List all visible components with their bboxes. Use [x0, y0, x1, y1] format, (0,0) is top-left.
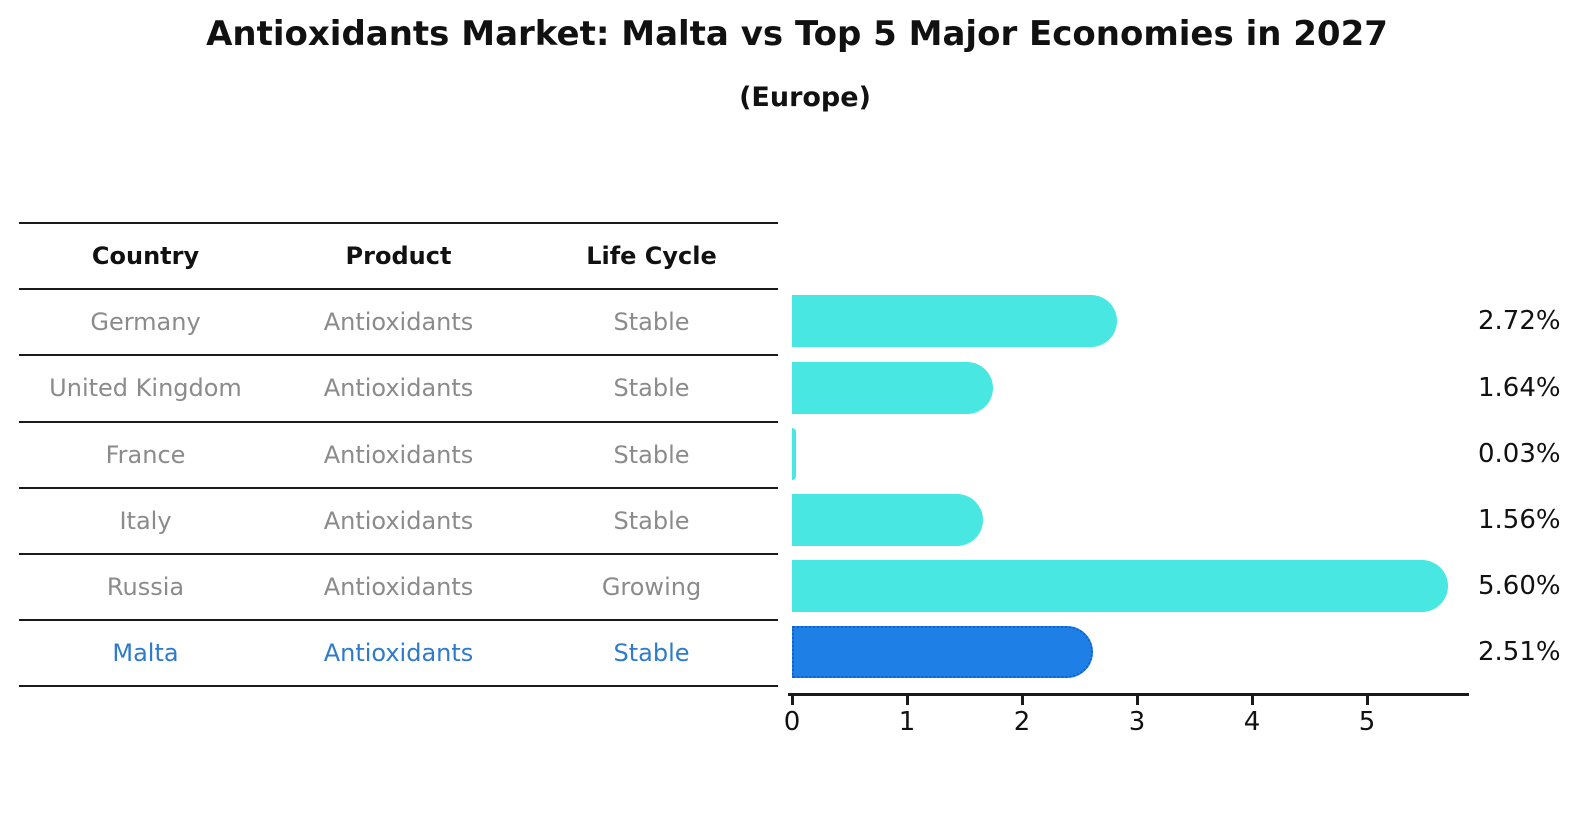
country-cell: Germany: [90, 308, 201, 337]
table-row-france: France Antioxidants Stable: [19, 423, 778, 489]
x-tick-label-4: 4: [1243, 707, 1261, 737]
bar-malta: [792, 626, 1093, 679]
column-header-life-cycle: Life Cycle: [586, 242, 717, 271]
bar-italy: [792, 493, 984, 546]
life-cycle-cell: Growing: [601, 573, 702, 602]
table-row-russia: Russia Antioxidants Growing: [19, 555, 778, 622]
life-cycle-cell: Stable: [613, 639, 690, 668]
country-table: Country Product Life Cycle Germany Antiox…: [19, 222, 778, 688]
x-tick-mark-1: [905, 696, 909, 705]
value-label-germany: 2.72%: [1478, 306, 1561, 337]
country-cell: France: [105, 440, 186, 469]
country-cell: Russia: [106, 573, 185, 602]
value-label-russia: 5.60%: [1478, 570, 1561, 601]
x-tick-mark-0: [790, 696, 794, 705]
bar-germany: [792, 295, 1117, 348]
x-tick-mark-5: [1365, 696, 1369, 705]
life-cycle-cell: Stable: [613, 374, 690, 403]
bar-france: [792, 427, 796, 480]
x-tick-label-1: 1: [898, 707, 916, 737]
life-cycle-cell: Stable: [613, 440, 690, 469]
country-cell: Malta: [112, 639, 179, 668]
x-tick-label-3: 3: [1128, 707, 1146, 737]
life-cycle-cell: Stable: [613, 506, 690, 535]
table-row-malta: Malta Antioxidants Stable: [19, 621, 778, 688]
table-row-germany: Germany Antioxidants Stable: [19, 290, 778, 357]
value-label-italy: 1.56%: [1478, 504, 1561, 535]
x-tick-mark-4: [1250, 696, 1254, 705]
product-cell: Antioxidants: [323, 440, 474, 469]
page-subtitle: (Europe): [739, 82, 871, 113]
value-label-united-kingdom: 1.64%: [1478, 372, 1561, 403]
product-cell: Antioxidants: [323, 506, 474, 535]
x-tick-label-5: 5: [1358, 707, 1376, 737]
column-header-country: Country: [91, 242, 200, 271]
table-header-row: Country Product Life Cycle: [19, 224, 778, 291]
table-row-united-kingdom: United Kingdom Antioxidants Stable: [19, 356, 778, 423]
product-cell: Antioxidants: [323, 374, 474, 403]
life-cycle-cell: Stable: [613, 308, 690, 337]
page-title: Antioxidants Market: Malta vs Top 5 Majo…: [206, 14, 1388, 54]
x-tick-label-2: 2: [1013, 707, 1031, 737]
x-tick-label-0: 0: [783, 707, 801, 737]
bar-united-kingdom: [792, 361, 993, 414]
table-row-italy: Italy Antioxidants Stable: [19, 489, 778, 555]
x-tick-mark-2: [1020, 696, 1024, 705]
x-axis-line: [788, 693, 1469, 696]
country-cell: United Kingdom: [49, 374, 242, 403]
product-cell: Antioxidants: [323, 308, 474, 337]
product-cell: Antioxidants: [323, 573, 474, 602]
column-header-product: Product: [345, 242, 452, 271]
value-label-france: 0.03%: [1478, 438, 1561, 469]
bar-russia: [792, 559, 1448, 612]
country-cell: Italy: [119, 506, 172, 535]
product-cell: Antioxidants: [323, 639, 474, 668]
value-label-malta: 2.51%: [1478, 637, 1561, 668]
x-tick-mark-3: [1135, 696, 1139, 705]
table-body: Germany Antioxidants Stable United Kingdom A…: [19, 290, 778, 688]
